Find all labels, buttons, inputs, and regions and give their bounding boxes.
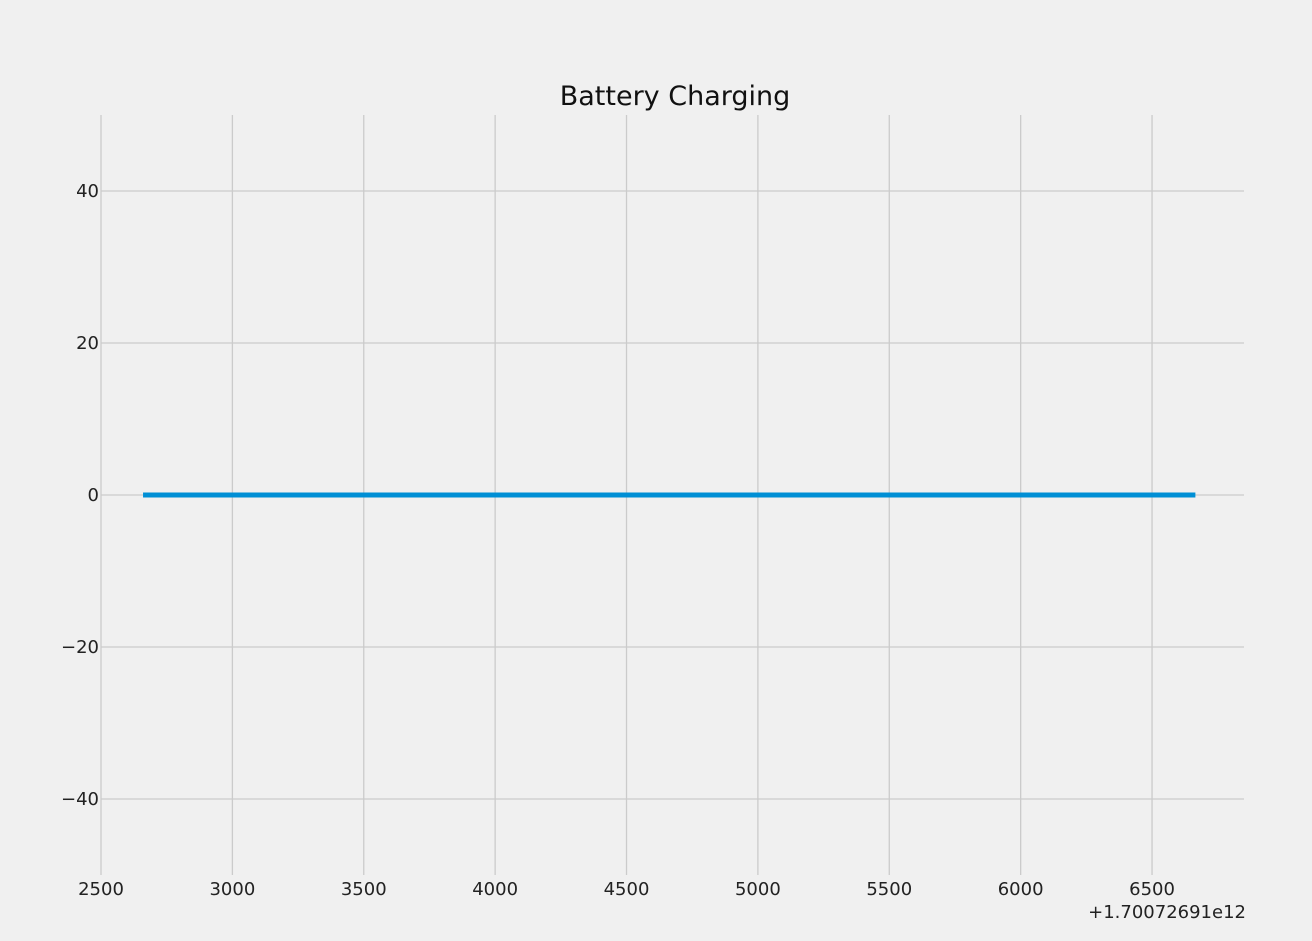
y-tick-label: 40: [76, 181, 99, 202]
x-tick-label: 6000: [998, 879, 1044, 900]
x-tick-label: 3500: [341, 879, 387, 900]
x-axis-ticks: 2500 3000 3500 4000 4500 5000 5500 6000 6500: [78, 879, 1175, 900]
x-tick-label: 4500: [604, 879, 650, 900]
x-axis-offset-label: +1.70072691e12: [1088, 902, 1246, 923]
y-tick-label: 20: [76, 333, 99, 354]
x-tick-label: 5000: [735, 879, 781, 900]
x-tick-label: 4000: [472, 879, 518, 900]
y-axis-ticks: −40 −20 0 20 40: [61, 181, 99, 810]
x-tick-label: 2500: [78, 879, 124, 900]
x-tick-label: 3000: [209, 879, 255, 900]
y-tick-label: −20: [61, 637, 99, 658]
x-tick-label: 5500: [866, 879, 912, 900]
x-tick-label: 6500: [1129, 879, 1175, 900]
y-tick-label: 0: [88, 485, 99, 506]
y-tick-label: −40: [61, 789, 99, 810]
chart-title: Battery Charging: [560, 81, 791, 112]
